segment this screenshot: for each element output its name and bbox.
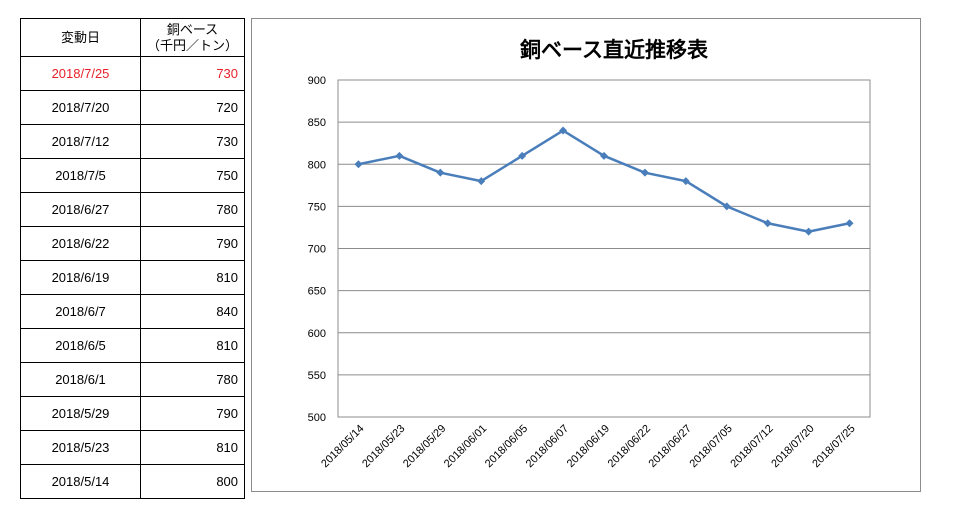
row-date: 2018/5/23 bbox=[20, 430, 141, 465]
y-tick-label: 900 bbox=[308, 75, 326, 87]
row-copper-base-value: 810 bbox=[139, 260, 246, 295]
table-row: 2018/7/12 730 bbox=[20, 124, 246, 159]
data-point-marker bbox=[640, 168, 649, 177]
data-point-marker bbox=[354, 160, 363, 169]
copper-base-table: 変動日 銅ベース （千円／トン） 2018/7/25 730 2018/7/20 72… bbox=[20, 18, 246, 499]
y-tick-label: 700 bbox=[308, 244, 326, 256]
row-copper-base-value: 790 bbox=[139, 226, 246, 261]
header-copper-base-line2: （千円／トン） bbox=[147, 37, 239, 53]
series-line bbox=[358, 129, 850, 233]
data-point-marker bbox=[804, 227, 813, 236]
x-tick-label: 2018/05/14 bbox=[319, 423, 366, 470]
row-copper-base-value: 810 bbox=[139, 430, 246, 465]
row-copper-base-value: 810 bbox=[139, 328, 246, 363]
y-tick-label: 650 bbox=[308, 286, 326, 298]
data-point-marker bbox=[722, 202, 731, 211]
row-date: 2018/7/25 bbox=[20, 56, 141, 91]
row-copper-base-value: 780 bbox=[139, 362, 246, 397]
y-tick-label: 850 bbox=[308, 117, 326, 129]
table-row: 2018/6/22 790 bbox=[20, 226, 246, 261]
row-date: 2018/7/5 bbox=[20, 158, 141, 193]
x-tick-label: 2018/05/29 bbox=[401, 423, 448, 470]
row-date: 2018/6/27 bbox=[20, 192, 141, 227]
data-point-marker bbox=[395, 151, 404, 160]
data-point-marker bbox=[763, 219, 772, 228]
row-date: 2018/5/14 bbox=[20, 464, 141, 499]
y-tick-label: 750 bbox=[308, 201, 326, 213]
data-point-marker bbox=[518, 151, 527, 160]
table-row: 2018/5/14 800 bbox=[20, 464, 246, 499]
y-tick-label: 800 bbox=[308, 159, 326, 171]
y-tick-label: 600 bbox=[308, 328, 326, 340]
table-row: 2018/5/29 790 bbox=[20, 396, 246, 431]
table-row: 2018/6/19 810 bbox=[20, 260, 246, 295]
line-chart: 銅ベース直近推移表 500 550 600 650 700 750 800 850 900 2018… bbox=[308, 38, 871, 470]
x-tick-label: 2018/06/19 bbox=[565, 423, 612, 470]
row-copper-base-value: 730 bbox=[139, 124, 246, 159]
row-date: 2018/7/20 bbox=[20, 90, 141, 125]
data-point-marker bbox=[559, 126, 568, 135]
table-row: 2018/6/1 780 bbox=[20, 362, 246, 397]
data-point-marker bbox=[681, 177, 690, 186]
x-tick-label: 2018/06/01 bbox=[442, 423, 489, 470]
x-tick-label: 2018/06/07 bbox=[524, 423, 571, 470]
row-copper-base-value: 750 bbox=[139, 158, 246, 193]
row-copper-base-value: 720 bbox=[139, 90, 246, 125]
row-date: 2018/6/7 bbox=[20, 294, 141, 329]
header-date: 変動日 bbox=[20, 18, 141, 57]
data-point-marker bbox=[477, 177, 486, 186]
row-date: 2018/6/5 bbox=[20, 328, 141, 363]
x-tick-label: 2018/06/05 bbox=[483, 423, 530, 470]
table-row: 2018/5/23 810 bbox=[20, 430, 246, 465]
row-date: 2018/5/29 bbox=[20, 396, 141, 431]
table-row: 2018/6/7 840 bbox=[20, 294, 246, 329]
row-copper-base-value: 790 bbox=[139, 396, 246, 431]
x-tick-label: 2018/07/12 bbox=[728, 423, 775, 470]
x-tick-label: 2018/05/23 bbox=[360, 423, 407, 470]
y-tick-label: 500 bbox=[308, 412, 326, 424]
data-point-marker bbox=[845, 219, 854, 228]
x-tick-label: 2018/06/27 bbox=[647, 423, 694, 470]
data-point-marker bbox=[600, 151, 608, 160]
row-date: 2018/6/19 bbox=[20, 260, 141, 295]
data-point-marker bbox=[436, 168, 445, 177]
row-copper-base-value: 780 bbox=[139, 192, 246, 227]
chart-area: 銅ベース直近推移表 500 550 600 650 700 750 800 850 900 2018… bbox=[251, 18, 921, 492]
table-row: 2018/7/25 730 bbox=[20, 56, 246, 91]
x-tick-label: 2018/07/25 bbox=[810, 423, 857, 470]
row-copper-base-value: 730 bbox=[139, 56, 246, 91]
row-copper-base-value: 800 bbox=[139, 464, 246, 499]
x-tick-label: 2018/07/20 bbox=[769, 423, 816, 470]
row-date: 2018/6/22 bbox=[20, 226, 141, 261]
y-tick-label: 550 bbox=[308, 370, 326, 382]
x-tick-label: 2018/06/22 bbox=[606, 423, 653, 470]
row-date: 2018/6/1 bbox=[20, 362, 141, 397]
chart-title: 銅ベース直近推移表 bbox=[520, 38, 709, 62]
table-row: 2018/6/5 810 bbox=[20, 328, 246, 363]
header-copper-base-line1: 銅ベース bbox=[166, 21, 219, 37]
table-row: 2018/6/27 780 bbox=[20, 192, 246, 227]
x-tick-label: 2018/07/05 bbox=[687, 423, 734, 470]
table-row: 2018/7/5 750 bbox=[20, 158, 246, 193]
header-copper-base: 銅ベース （千円／トン） bbox=[139, 18, 246, 57]
row-copper-base-value: 840 bbox=[139, 294, 246, 329]
plot-area-border bbox=[337, 79, 871, 418]
row-date: 2018/7/12 bbox=[20, 124, 141, 159]
table-row: 2018/7/20 720 bbox=[20, 90, 246, 125]
table-header-row: 変動日 銅ベース （千円／トン） bbox=[20, 18, 246, 57]
